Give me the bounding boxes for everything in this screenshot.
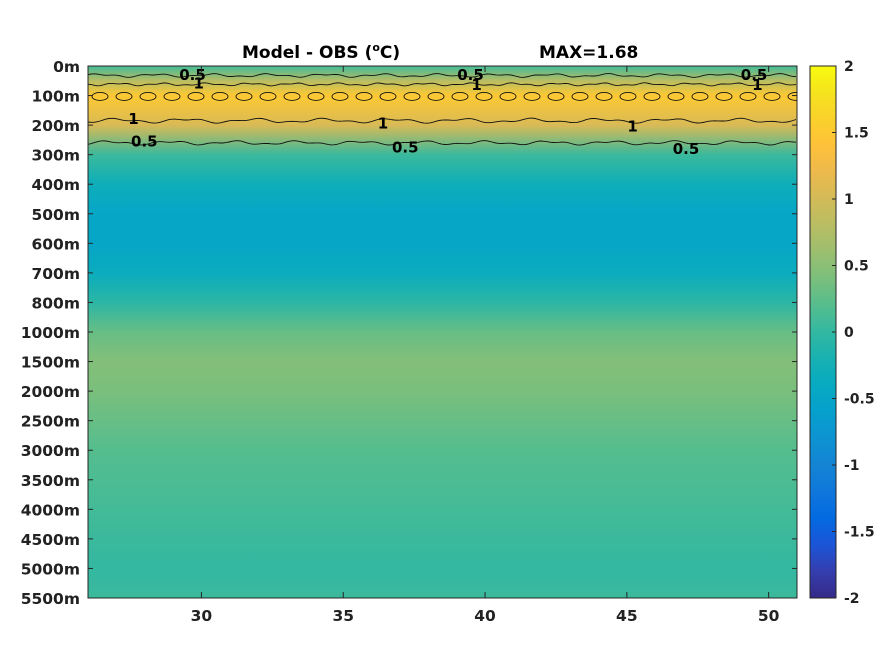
- contour-loop: [571, 91, 589, 101]
- y-tick-label: 5500m: [21, 590, 80, 608]
- contour-loop: [523, 91, 541, 101]
- colorbar-tick-label: -1.5: [844, 525, 875, 541]
- contour-loop: [283, 91, 301, 101]
- x-tick-label: 35: [332, 607, 354, 625]
- y-tick-label: 0m: [53, 58, 80, 76]
- y-tick-label: 2000m: [21, 383, 80, 401]
- contour-loop: [211, 91, 229, 101]
- y-tick-label: 1500m: [21, 354, 80, 372]
- contour-label: 0.5: [457, 66, 484, 84]
- x-tick-label: 45: [616, 607, 638, 625]
- contour-loop: [235, 91, 253, 101]
- y-tick-label: 4500m: [21, 531, 80, 549]
- contour-loop: [355, 91, 373, 101]
- y-tick-label: 2500m: [21, 413, 80, 431]
- colorbar-tick-label: -0.5: [844, 392, 875, 408]
- contour-loop: [763, 91, 781, 101]
- colorbar-tick-label: -2: [844, 591, 860, 607]
- contour-label: 0.5: [741, 66, 768, 84]
- contour-loop: [739, 91, 757, 101]
- y-axis: 0m 100m 200m 300m 400m 500m 600m 700m 800m 1000m 1…: [21, 58, 797, 608]
- contour-loop: [379, 91, 397, 101]
- contour-1-upper: [88, 82, 797, 87]
- contour-label: 1: [471, 76, 481, 94]
- contour-loop: [307, 91, 325, 101]
- y-tick-label: 500m: [31, 206, 80, 224]
- x-tick-label: 30: [191, 607, 213, 625]
- y-tick-label: 200m: [31, 117, 80, 135]
- contour-label: 0.5: [179, 66, 206, 84]
- colorbar-tick-label: 1.5: [844, 126, 869, 142]
- contour-labels: 0.51 0.510.511 1 10.5 0.5 0.5: [128, 66, 768, 158]
- contour-1-lower: [88, 117, 797, 124]
- contour-loop: [667, 91, 685, 101]
- contour-loop: [643, 91, 661, 101]
- chart-max-label: MAX=1.68: [539, 43, 638, 63]
- y-tick-label: 400m: [31, 176, 80, 194]
- contour-loop: [331, 91, 349, 101]
- contour-loop: [787, 91, 797, 101]
- y-tick-label: 1000m: [21, 324, 80, 342]
- colorbar-tick-label: 1: [844, 192, 854, 208]
- y-tick-label: 3500m: [21, 472, 80, 490]
- contour-lines: [88, 73, 797, 146]
- x-tick-label: 50: [758, 607, 780, 625]
- contour-label: 1: [128, 110, 138, 128]
- contour-loop: [547, 91, 565, 101]
- contour-loop: [451, 91, 469, 101]
- colorbar-ticks: 2 1.5 1 0.5 0 -0.5 -1 -1.5 -2: [832, 59, 875, 607]
- contour-label: 1: [378, 115, 388, 133]
- contour-loop: [595, 91, 613, 101]
- contour-loop: [115, 91, 133, 101]
- contour-label: 1: [752, 76, 762, 94]
- contour-loop: [163, 91, 181, 101]
- contour-loop: [691, 91, 709, 101]
- y-tick-label: 4000m: [21, 501, 80, 519]
- contour-loop: [499, 91, 517, 101]
- colorbar-tick-label: 2: [844, 59, 854, 75]
- contour-loop: [475, 91, 493, 101]
- contour-label: 0.5: [392, 138, 419, 156]
- x-axis: 30 35 40 45 50: [191, 66, 780, 625]
- colorbar: [810, 66, 836, 598]
- contour-loop: [259, 91, 277, 101]
- colorbar-tick-label: -1: [844, 458, 860, 474]
- x-tick-label: 40: [474, 607, 496, 625]
- contour-loop: [139, 91, 157, 101]
- colorbar-tick-label: 0.5: [844, 259, 869, 275]
- y-tick-label: 5000m: [21, 560, 80, 578]
- y-tick-label: 300m: [31, 147, 80, 165]
- y-tick-label: 3000m: [21, 442, 80, 460]
- contour-loop: [91, 91, 109, 101]
- contour-0p5-lower: [88, 140, 797, 146]
- y-tick-label: 100m: [31, 88, 80, 106]
- contour-loop: [715, 91, 733, 101]
- contour-label: 1: [627, 118, 637, 136]
- contour-label: 0.5: [131, 132, 158, 150]
- heatmap-background: [88, 66, 797, 598]
- contour-loop: [619, 91, 637, 101]
- y-tick-label: 800m: [31, 294, 80, 312]
- contour-loop: [427, 91, 445, 101]
- contour-0p5-upper: [88, 73, 797, 78]
- contour-loop: [187, 91, 205, 101]
- contour-label: 0.5: [673, 140, 700, 158]
- contour-label: 1: [193, 75, 203, 93]
- colorbar-tick-label: 0: [844, 325, 854, 341]
- contour-loop: [403, 91, 421, 101]
- heatmap-field: [88, 66, 797, 598]
- y-tick-label: 700m: [31, 265, 80, 283]
- y-tick-label: 600m: [31, 235, 80, 253]
- chart-title: Model - OBS (oC): [242, 41, 400, 63]
